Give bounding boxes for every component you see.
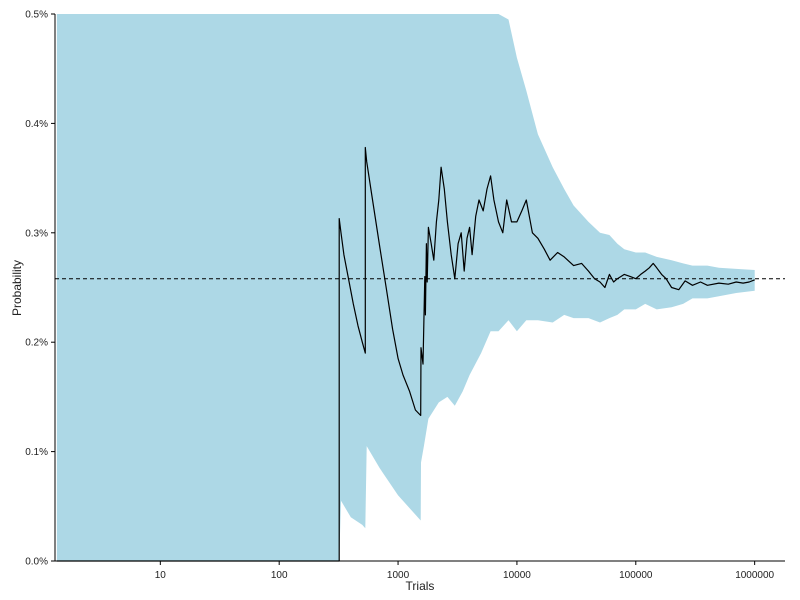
y-ticks: 0.0% 0.1% 0.2% 0.3% 0.4% 0.5% (25, 10, 55, 568)
x-tick-label: 1000000 (735, 570, 774, 581)
y-tick-label: 0.4% (25, 119, 48, 130)
confidence-band-layer (56, 14, 755, 561)
x-tick-label: 100 (271, 570, 288, 581)
series-line-0 (56, 146, 755, 562)
axes (54, 14, 785, 562)
x-tick-label: 100000 (619, 570, 653, 581)
confidence-band (56, 14, 755, 561)
probability-line-layer (56, 146, 755, 562)
x-axis-title: Trials (406, 579, 435, 593)
y-axis-title: Probability (10, 260, 24, 316)
y-tick-label: 0.5% (25, 10, 48, 21)
y-tick-label: 0.0% (25, 557, 48, 568)
x-tick-label: 1000 (387, 570, 410, 581)
x-tick-label: 10000 (503, 570, 531, 581)
y-tick-label: 0.1% (25, 447, 48, 458)
y-tick-label: 0.2% (25, 338, 48, 349)
x-ticks: 10 100 1000 10000 100000 1000000 (155, 561, 775, 581)
y-tick-label: 0.3% (25, 228, 48, 239)
x-tick-label: 10 (155, 570, 167, 581)
